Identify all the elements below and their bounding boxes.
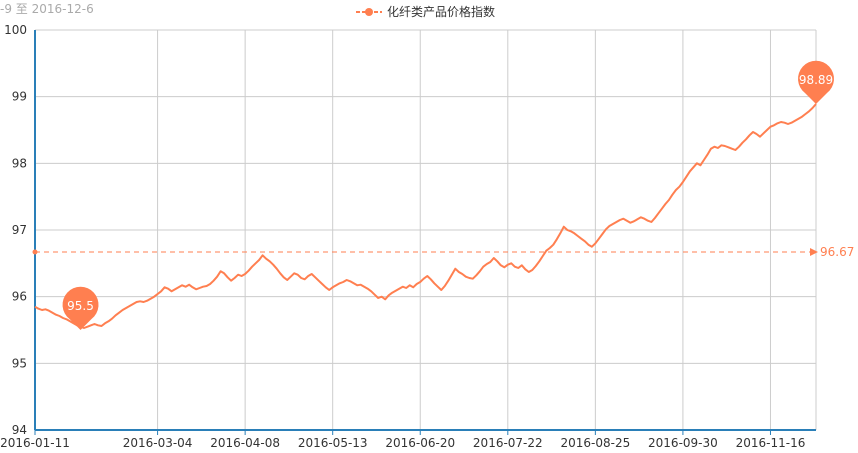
y-tick-label: 96	[12, 290, 27, 304]
markers: 95.5 98.89	[62, 60, 834, 330]
x-tick-label: 2016-06-20	[385, 436, 455, 450]
max-marker-label: 98.89	[799, 73, 833, 87]
y-tick-label: 97	[12, 223, 27, 237]
legend[interactable]: 化纤类产品价格指数	[356, 3, 495, 20]
series-line	[34, 103, 817, 329]
legend-line-icon	[356, 7, 382, 16]
x-tick-label: 2016-07-22	[473, 436, 543, 450]
max-marker-shape	[798, 60, 834, 104]
chart-subtitle: -9 至 2016-12-6	[0, 2, 94, 16]
x-tick-label: 2016-01-11	[0, 436, 70, 450]
average-arrow	[810, 248, 818, 256]
min-marker-label: 95.5	[67, 299, 94, 313]
max-marker[interactable]: 98.89	[798, 60, 834, 104]
min-marker-shape	[62, 286, 99, 330]
y-tick-label: 94	[12, 423, 27, 437]
x-axis-ticks: 2016-01-11 2016-03-04 2016-04-08 2016-05-13…	[0, 430, 805, 450]
y-tick-label: 100	[4, 23, 27, 37]
y-tick-label: 99	[12, 90, 27, 104]
x-tick-label: 2016-03-04	[123, 436, 193, 450]
x-tick-label: 2016-05-13	[298, 436, 368, 450]
average-label: 96.67	[820, 245, 854, 259]
grid-lines	[34, 29, 817, 431]
series-path	[34, 103, 817, 329]
x-tick-label: 2016-08-25	[560, 436, 630, 450]
average-line: 96.67	[32, 245, 854, 259]
x-tick-label: 2016-09-30	[648, 436, 718, 450]
x-tick-label: 2016-11-16	[736, 436, 806, 450]
y-tick-label: 98	[12, 156, 27, 170]
legend-label: 化纤类产品价格指数	[387, 5, 496, 19]
min-marker[interactable]: 95.5	[62, 286, 99, 330]
x-tick-label: 2016-04-08	[210, 436, 280, 450]
y-axis-ticks: 94 95 96 97 98 99 100	[4, 23, 27, 437]
y-tick-label: 95	[12, 356, 27, 370]
